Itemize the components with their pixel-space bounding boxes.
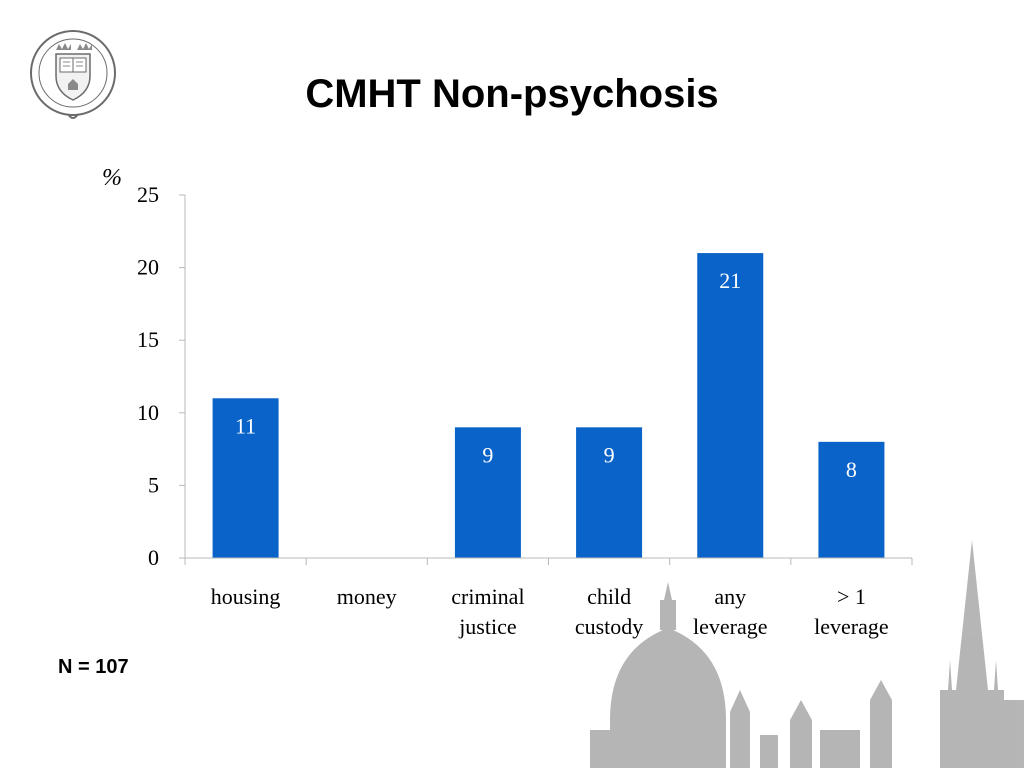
bars-group <box>212 253 885 558</box>
data-label-4: 21 <box>719 268 741 293</box>
x-tick-label: leverage <box>814 614 889 639</box>
data-label-0: 11 <box>235 413 256 438</box>
x-tick-label: money <box>337 584 397 609</box>
y-tick-label: 5 <box>148 472 159 497</box>
bar-0 <box>212 398 279 558</box>
x-tick-labels-group: housing money criminal justice child custody a… <box>211 584 889 639</box>
y-tick-label: 15 <box>137 327 159 352</box>
y-axis-unit-label: % <box>102 165 122 191</box>
data-label-5: 8 <box>846 457 857 482</box>
bar-3 <box>576 427 643 558</box>
axes-group <box>179 194 913 565</box>
x-tick-label: child <box>587 584 631 609</box>
x-tick-label: custody <box>575 614 643 639</box>
y-tick-label: 25 <box>137 182 159 207</box>
bar-5 <box>818 441 885 558</box>
x-tick-label: justice <box>458 614 516 639</box>
sample-size-label: N = 107 <box>58 656 129 678</box>
y-tick-labels-group: 0 5 10 15 20 25 <box>137 182 159 570</box>
data-label-2: 9 <box>482 442 493 467</box>
x-tick-label: criminal <box>451 584 524 609</box>
value-labels-group: 11 9 9 21 8 <box>235 268 857 482</box>
x-tick-label: any <box>714 584 746 609</box>
x-tick-label: leverage <box>693 614 768 639</box>
page-title: CMHT Non-psychosis <box>305 72 719 116</box>
x-tick-label: > 1 <box>837 584 866 609</box>
bar-4 <box>697 253 764 558</box>
x-tick-label: housing <box>211 584 281 609</box>
data-label-3: 9 <box>604 442 615 467</box>
y-tick-label: 20 <box>137 255 159 280</box>
y-tick-label: 0 <box>148 545 159 570</box>
y-tick-label: 10 <box>137 400 159 425</box>
oxford-university-seal-icon <box>30 30 116 119</box>
bar-2 <box>454 427 521 558</box>
